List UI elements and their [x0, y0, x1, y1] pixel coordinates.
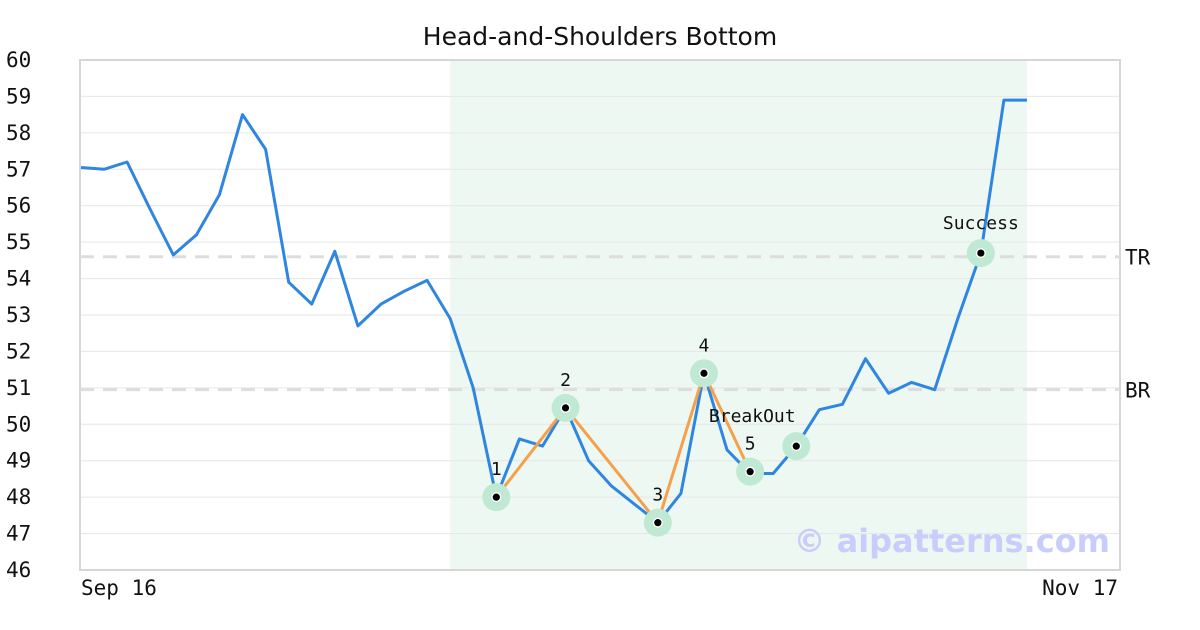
pattern-point-label: 2	[560, 370, 571, 391]
y-tick-label: 57	[6, 157, 31, 181]
pattern-point-label: 4	[699, 335, 710, 356]
y-tick-label: 54	[6, 267, 31, 291]
event-point-dot	[792, 442, 800, 450]
y-tick-label: 50	[6, 412, 31, 436]
y-tick-label: 52	[6, 339, 31, 363]
watermark-text: © aipatterns.com	[793, 522, 1110, 560]
y-tick-label: 51	[6, 376, 31, 400]
y-tick-label: 59	[6, 84, 31, 108]
pattern-point-dot	[492, 493, 500, 501]
x-tick-label: Nov 17	[1042, 576, 1118, 600]
x-tick-label: Sep 16	[81, 576, 157, 600]
event-label: Success	[943, 213, 1019, 234]
pattern-point-dot	[700, 369, 708, 377]
pattern-point-label: 1	[491, 459, 502, 480]
event-point-dot	[977, 249, 985, 257]
pattern-point-dot	[746, 468, 754, 476]
y-tick-label: 53	[6, 303, 31, 327]
y-tick-label: 48	[6, 485, 31, 509]
y-tick-label: 58	[6, 121, 31, 145]
y-tick-label: 60	[6, 48, 31, 72]
reference-line-label: TR	[1125, 246, 1151, 270]
y-tick-label: 56	[6, 194, 31, 218]
price-series-line	[80, 98, 1027, 525]
event-label: BreakOut	[709, 406, 796, 427]
plot-frame	[79, 59, 1121, 571]
pattern-point-dot	[654, 519, 662, 527]
pattern-point-dot	[561, 404, 570, 412]
y-tick-label: 46	[6, 558, 31, 582]
chart-title: Head-and-Shoulders Bottom	[422, 22, 778, 51]
pattern-point-label: 3	[652, 485, 663, 506]
y-tick-label: 47	[6, 522, 31, 546]
reference-line-label: BR	[1125, 379, 1151, 403]
pattern-point-label: 5	[745, 434, 756, 455]
y-tick-label: 55	[6, 230, 31, 254]
y-tick-label: 49	[6, 449, 31, 473]
